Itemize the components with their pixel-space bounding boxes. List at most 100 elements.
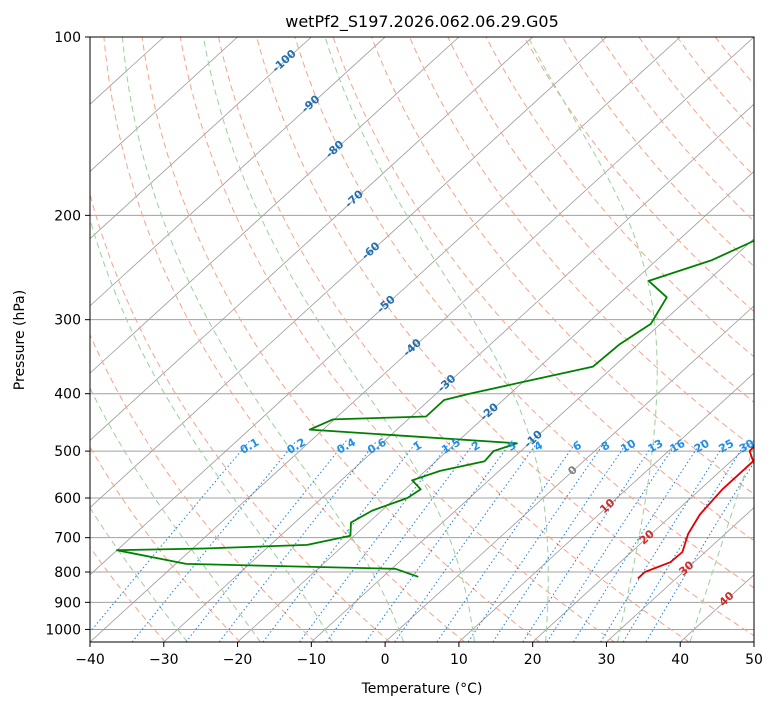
isotherm-line: [163, 103, 754, 642]
x-tick-label: −10: [297, 652, 327, 668]
dry-adiabat-line: [561, 37, 754, 267]
moist-adiabat-line: [689, 444, 754, 642]
mixing-ratio-line: [546, 440, 679, 642]
plot-frame: [89, 36, 755, 643]
isotherm-line: [90, 37, 460, 374]
moist-adiabat-line: [90, 217, 333, 642]
mixing-ratio-label: 0.1: [238, 436, 261, 457]
x-tick-label: 0: [381, 652, 390, 668]
moist-adiabat-line: [90, 506, 188, 642]
mixing-ratio-label: 20: [692, 437, 712, 456]
moist-adiabats: [90, 37, 754, 642]
moist-adiabat-line: [90, 387, 261, 642]
isotherm-line: [458, 372, 754, 642]
x-axis-title: Temperature (°C): [361, 681, 483, 697]
isotherm-label: -100: [270, 47, 299, 75]
isotherm-line: [90, 37, 533, 441]
mixing-ratio-line: [522, 440, 657, 642]
isotherm-line: [384, 305, 754, 642]
mixing-ratio-line: [325, 440, 477, 642]
isotherm-line: [311, 238, 754, 642]
isotherm-line: [606, 507, 754, 642]
dry-adiabat-line: [218, 37, 690, 642]
mixing-ratio-line: [573, 440, 703, 642]
y-tick-label: 500: [54, 444, 81, 460]
isotherm-line: [753, 641, 754, 642]
dry-adiabat-line: [90, 333, 316, 642]
mixing-ratio-line: [394, 440, 540, 642]
mixing-ratio-label: 36: [758, 437, 775, 456]
y-axis: 100 200 300 400 500 600 700 800 900 1000: [45, 30, 90, 638]
dry-adiabat-line: [256, 37, 754, 637]
mixing-ratio-line: [467, 440, 607, 642]
isotherm-line: [90, 37, 607, 509]
dry-adiabat-line: [103, 37, 465, 642]
mixing-ratio-labels: 0.1 0.2 0.4 0.6 1 1.5 2 3 4 6 8 10 13 16 20 25 30 36: [238, 435, 775, 457]
mixing-ratio-label: 0.2: [285, 436, 308, 457]
x-tick-label: −30: [149, 652, 179, 668]
isobar-grid: [90, 37, 754, 630]
isotherm-line: [90, 37, 386, 307]
dewpoint-profile: [116, 239, 754, 578]
mixing-ratio-line: [436, 440, 578, 642]
dry-adiabat-line: [90, 192, 391, 642]
dry-adiabat-line: [90, 546, 166, 642]
isotherm-line: [532, 439, 754, 642]
dry-adiabat-line: [676, 37, 754, 131]
moist-adiabat-line: [324, 37, 549, 642]
mixing-ratio-line: [365, 440, 513, 642]
y-tick-label: 100: [54, 30, 81, 46]
mixing-ratio-label: 0.4: [334, 435, 358, 456]
mixing-ratio-label: 13: [646, 437, 666, 456]
y-tick-label: 700: [54, 531, 81, 547]
y-tick-label: 300: [54, 313, 81, 329]
isotherm-line: [90, 37, 238, 172]
mixing-ratio-line: [131, 440, 297, 642]
mixing-ratio-label: 25: [716, 437, 736, 456]
dry-adiabats: [90, 37, 754, 642]
x-tick-label: 10: [450, 652, 468, 668]
y-axis-title: Pressure (hPa): [12, 290, 28, 390]
mixing-ratio-line: [622, 440, 748, 642]
mixing-ratio-line: [90, 440, 251, 633]
mixing-ratio-label: 0.6: [365, 436, 389, 457]
sounding-profiles: [116, 239, 754, 580]
mixing-ratio-lines: [90, 440, 754, 642]
dry-adiabat-line: [447, 37, 754, 403]
dry-adiabat-line: [179, 37, 615, 642]
dry-adiabat-line: [523, 37, 754, 313]
y-tick-label: 800: [54, 565, 81, 581]
x-tick-label: 40: [671, 652, 689, 668]
x-tick-label: −20: [223, 652, 253, 668]
x-tick-label: 30: [598, 652, 616, 668]
dry-adiabat-line: [714, 37, 754, 85]
moist-adiabat-line: [121, 37, 405, 642]
dry-adiabat-line: [638, 37, 754, 177]
dry-adiabat-line: [332, 37, 754, 542]
y-tick-label: 400: [54, 387, 81, 403]
isotherm-line: [90, 37, 681, 576]
mixing-ratio-label: 16: [668, 437, 688, 456]
x-tick-label: 50: [745, 652, 763, 668]
dry-adiabat-line: [409, 37, 754, 449]
plot-area: -100-90-80-70-60-50-40-30-20-10010203040…: [90, 37, 775, 642]
moist-adiabat-line: [202, 37, 475, 642]
y-tick-label: 900: [54, 595, 81, 611]
mixing-ratio-line: [218, 440, 378, 642]
isotherm-line: [237, 170, 754, 642]
y-tick-label: 200: [54, 208, 81, 224]
mixing-ratio-label: 10: [618, 437, 638, 456]
mixing-ratio-line: [645, 461, 754, 642]
y-tick-label: 600: [54, 491, 81, 507]
dry-adiabat-line: [753, 37, 754, 39]
y-tick-label: 1000: [45, 622, 81, 638]
dry-adiabat-line: [141, 37, 540, 642]
isotherm-line: [90, 37, 312, 240]
isotherm-line: [90, 37, 754, 642]
dry-adiabat-line: [485, 37, 754, 358]
chart-title: wetPf2_S197.2026.062.06.29.G05: [285, 12, 559, 32]
mixing-ratio-line: [600, 440, 728, 642]
mixing-ratio-label: 30: [737, 437, 757, 456]
dry-adiabat-line: [370, 37, 754, 495]
